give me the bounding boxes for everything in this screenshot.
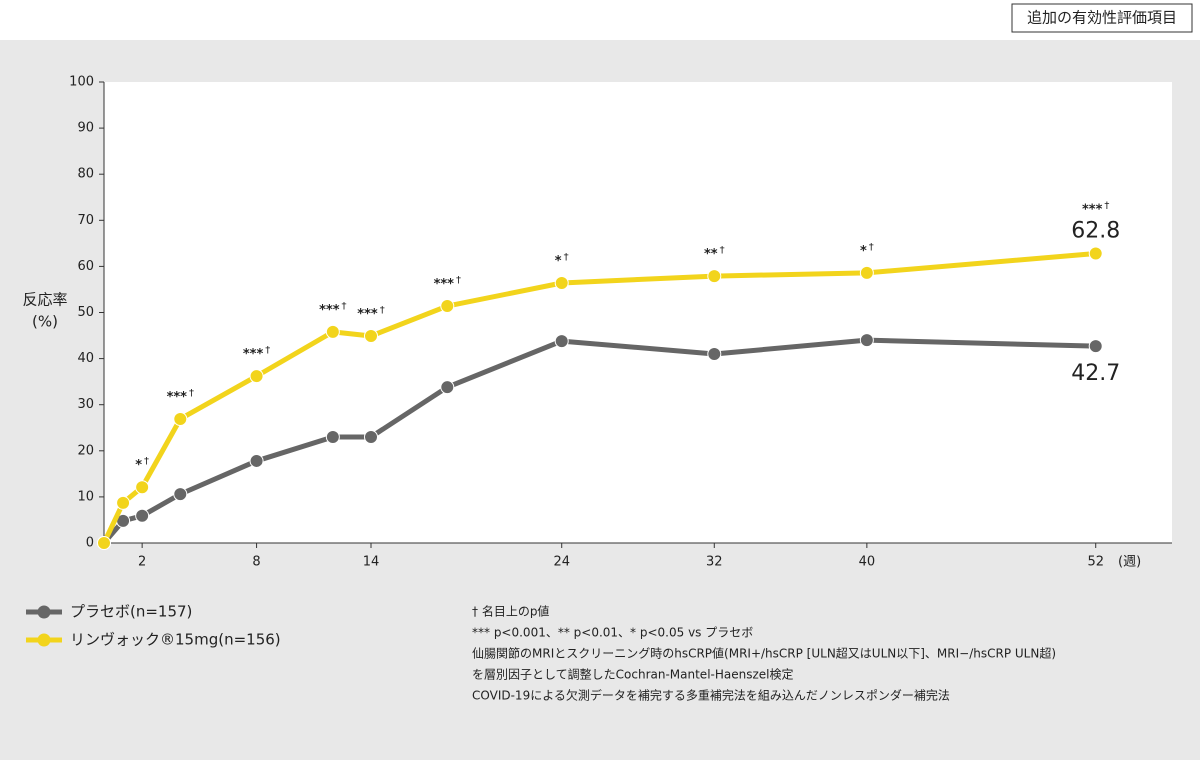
data-point xyxy=(116,495,131,510)
data-point xyxy=(173,487,188,502)
y-tick-label: 20 xyxy=(77,443,94,458)
footnote: *** p<0.001、** p<0.01、* p<0.05 vs プラセボ xyxy=(472,626,753,640)
y-tick-label: 40 xyxy=(77,351,94,366)
significance-stars: *** xyxy=(434,277,455,292)
footnote: 仙腸関節のMRIとスクリーニング時のhsCRP値(MRI+/hsCRP [ULN… xyxy=(472,646,1056,661)
significance: *** † xyxy=(357,305,384,322)
data-point xyxy=(249,369,264,384)
data-point xyxy=(364,329,378,344)
x-tick-label: 14 xyxy=(363,555,380,570)
data-point xyxy=(859,333,874,348)
significance: *** † xyxy=(434,275,461,292)
badge-box xyxy=(1011,3,1193,33)
legend-marker xyxy=(37,605,51,619)
data-point xyxy=(325,429,340,444)
significance-stars: *** xyxy=(1082,202,1103,217)
significance-stars: * xyxy=(135,458,142,473)
x-tick-label: 32 xyxy=(706,555,723,570)
header-band xyxy=(0,0,1200,40)
y-tick-label: 10 xyxy=(77,489,94,504)
significance: *** † xyxy=(243,345,270,362)
data-point xyxy=(554,334,569,349)
data-point xyxy=(135,508,150,523)
data-point xyxy=(440,299,455,314)
significance-mark: † xyxy=(456,275,461,286)
footnote: † 名目上のp値 xyxy=(472,604,549,619)
y-axis-label: (%) xyxy=(32,313,58,331)
y-axis-label: 反応率 xyxy=(22,291,67,309)
plot-area xyxy=(104,82,1172,543)
significance-mark: † xyxy=(189,388,194,399)
legend-label: プラセボ(n=157) xyxy=(70,603,192,621)
y-tick-label: 80 xyxy=(77,167,94,182)
significance: *** † xyxy=(319,301,346,318)
data-point xyxy=(364,429,378,444)
data-point xyxy=(554,275,569,290)
y-tick-label: 60 xyxy=(77,259,94,274)
y-tick-label: 0 xyxy=(86,536,94,551)
x-tick-label: 52 xyxy=(1087,555,1104,570)
badge: 追加の有効性評価項目 xyxy=(1027,9,1177,27)
data-point xyxy=(135,480,150,495)
y-tick-label: 70 xyxy=(77,213,94,228)
end-value-label: 42.7 xyxy=(1071,361,1120,386)
significance-mark: † xyxy=(380,305,385,316)
x-tick-label: 2 xyxy=(138,555,146,570)
data-point xyxy=(707,346,722,361)
significance-mark: † xyxy=(869,242,874,253)
x-axis-label: (週) xyxy=(1118,555,1141,570)
significance-stars: *** xyxy=(243,347,264,362)
significance-stars: ** xyxy=(704,247,718,262)
data-point xyxy=(1088,339,1103,354)
significance-mark: † xyxy=(342,301,347,312)
significance: * † xyxy=(860,242,874,259)
data-point xyxy=(1088,246,1103,261)
significance: *** † xyxy=(167,388,194,405)
data-point xyxy=(440,380,455,395)
data-point xyxy=(249,453,264,468)
significance-mark: † xyxy=(564,252,569,263)
significance-stars: * xyxy=(555,253,562,268)
significance-stars: * xyxy=(860,243,867,258)
footnote: を層別因子として調整したCochran-Mantel-Haenszel検定 xyxy=(472,667,794,682)
data-point xyxy=(97,536,111,550)
footnote: COVID-19による欠測データを補完する多重補完法を組み込んだノンレスポンダー… xyxy=(472,688,950,703)
data-point xyxy=(173,411,188,426)
significance-stars: *** xyxy=(167,389,188,404)
legend-marker xyxy=(37,633,51,647)
significance-mark: † xyxy=(144,456,149,467)
significance-mark: † xyxy=(265,345,270,356)
significance: ** † xyxy=(704,245,725,262)
y-tick-label: 50 xyxy=(77,305,94,320)
x-tick-label: 24 xyxy=(553,555,570,570)
y-tick-label: 90 xyxy=(77,121,94,136)
significance-mark: † xyxy=(1104,200,1109,211)
significance-mark: † xyxy=(720,245,725,256)
y-tick-label: 100 xyxy=(69,75,94,90)
significance: * † xyxy=(555,252,569,269)
data-point xyxy=(325,324,340,339)
end-value-label: 62.8 xyxy=(1071,218,1120,243)
x-tick-label: 8 xyxy=(252,555,260,570)
significance-stars: *** xyxy=(319,302,340,317)
x-tick-label: 40 xyxy=(859,555,876,570)
data-point xyxy=(707,269,722,284)
data-point xyxy=(859,265,874,280)
significance: *** † xyxy=(1082,200,1109,217)
significance: * † xyxy=(135,456,149,473)
y-tick-label: 30 xyxy=(77,397,94,412)
significance-stars: *** xyxy=(357,307,378,322)
legend-label: リンヴォック®15mg(n=156) xyxy=(70,631,281,649)
